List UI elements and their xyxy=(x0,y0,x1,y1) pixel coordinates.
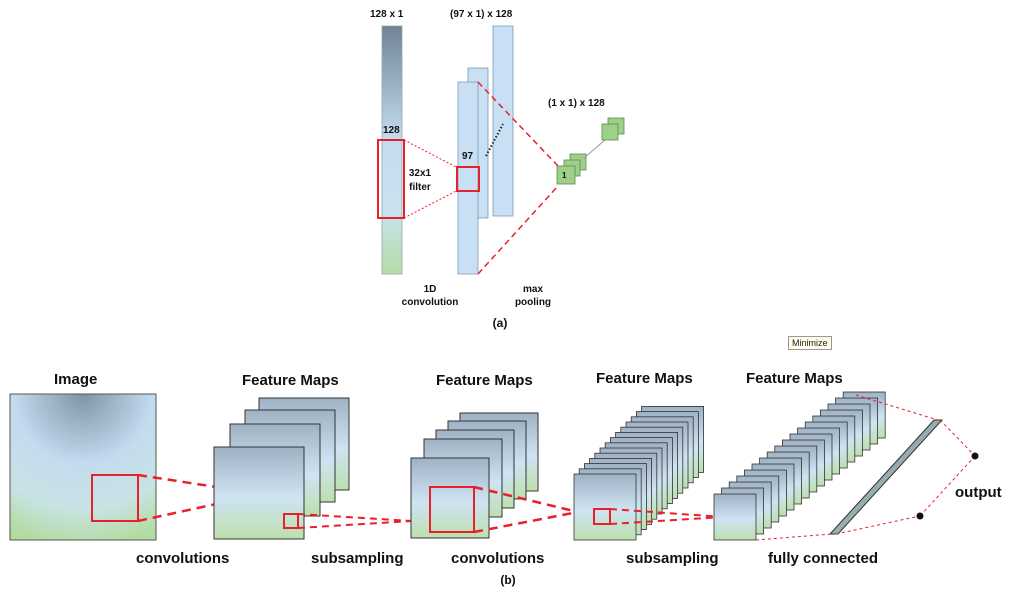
sub2-line-bottom xyxy=(609,516,724,525)
feature-map-layer xyxy=(713,493,757,541)
filter-label-1: 32x1 xyxy=(408,168,432,179)
fm2-label: Feature Maps xyxy=(436,372,533,389)
fc-to-output-1 xyxy=(939,419,976,457)
conv2-line-bottom xyxy=(473,510,579,534)
filter-projection-bottom xyxy=(403,189,459,219)
input-filter-box xyxy=(377,139,405,219)
fm3-subsample-window xyxy=(593,508,611,525)
feature-map-stack-3 xyxy=(573,405,704,541)
output-node-1 xyxy=(971,452,979,460)
output-node-2 xyxy=(916,512,924,520)
sub1-line-bottom xyxy=(297,520,413,529)
image-receptive-field xyxy=(91,474,139,522)
step-subsampling-2: subsampling xyxy=(626,550,719,567)
filter-projection-top xyxy=(403,139,459,169)
output-link xyxy=(919,455,976,517)
conv2-line-top xyxy=(473,485,579,514)
pool-connector xyxy=(583,139,606,159)
pool-out-front xyxy=(601,123,619,141)
fm2-receptive-field xyxy=(429,486,475,533)
panel-b-caption: (b) xyxy=(500,573,516,587)
input-len-label: 128 xyxy=(383,125,400,136)
output-label: output xyxy=(955,484,1002,501)
pool-len-label: 1 xyxy=(562,171,567,180)
filter-label-2: filter xyxy=(409,182,431,193)
fm3-label: Feature Maps xyxy=(596,370,693,387)
pool-back-map xyxy=(492,25,514,217)
image-label: Image xyxy=(54,371,98,388)
step-convolutions-1: convolutions xyxy=(136,550,230,567)
pool-caption-1: max xyxy=(522,284,543,295)
input-dim-label: 128 x 1 xyxy=(370,9,404,20)
fc-line-top xyxy=(855,394,939,421)
conv-caption-2: convolution xyxy=(401,297,459,308)
step-subsampling-1: subsampling xyxy=(311,550,404,567)
feature-map-layer xyxy=(573,473,637,541)
pool-projection-top xyxy=(477,81,559,167)
conv-dim-label: (97 x 1) x 128 xyxy=(450,9,513,20)
conv-len-label: 97 xyxy=(462,151,474,162)
step-convolutions-2: convolutions xyxy=(451,550,545,567)
conv1-line-top xyxy=(137,473,263,496)
pool-projection-bottom xyxy=(477,185,559,275)
panel-a-caption: (a) xyxy=(492,316,508,330)
input-vector xyxy=(381,25,403,275)
conv-caption-1: 1D xyxy=(423,284,437,295)
panel-b xyxy=(9,391,979,541)
sub1-line-top xyxy=(297,513,413,522)
fm4-label: Feature Maps xyxy=(746,370,843,387)
feature-map-stack-4 xyxy=(713,391,886,541)
fc-to-output-2 xyxy=(835,515,921,535)
minimize-tooltip[interactable]: Minimize xyxy=(788,336,832,350)
conv-filter-box xyxy=(456,166,480,192)
fc-line-bottom xyxy=(755,533,833,541)
input-image xyxy=(9,393,157,541)
stack-dots xyxy=(485,123,504,157)
pool-dim-label: (1 x 1) x 128 xyxy=(548,98,605,109)
panel-a xyxy=(377,25,625,275)
pool-unit-1 xyxy=(556,165,576,185)
step-fully-connected: fully connected xyxy=(768,550,879,567)
conv-map-front xyxy=(457,81,479,275)
fm1-subsample-window xyxy=(283,513,299,529)
pool-caption-2: pooling xyxy=(514,297,552,308)
sub2-line-top xyxy=(609,508,724,518)
fm1-label: Feature Maps xyxy=(242,372,339,389)
feature-map-stack-1 xyxy=(213,397,350,540)
